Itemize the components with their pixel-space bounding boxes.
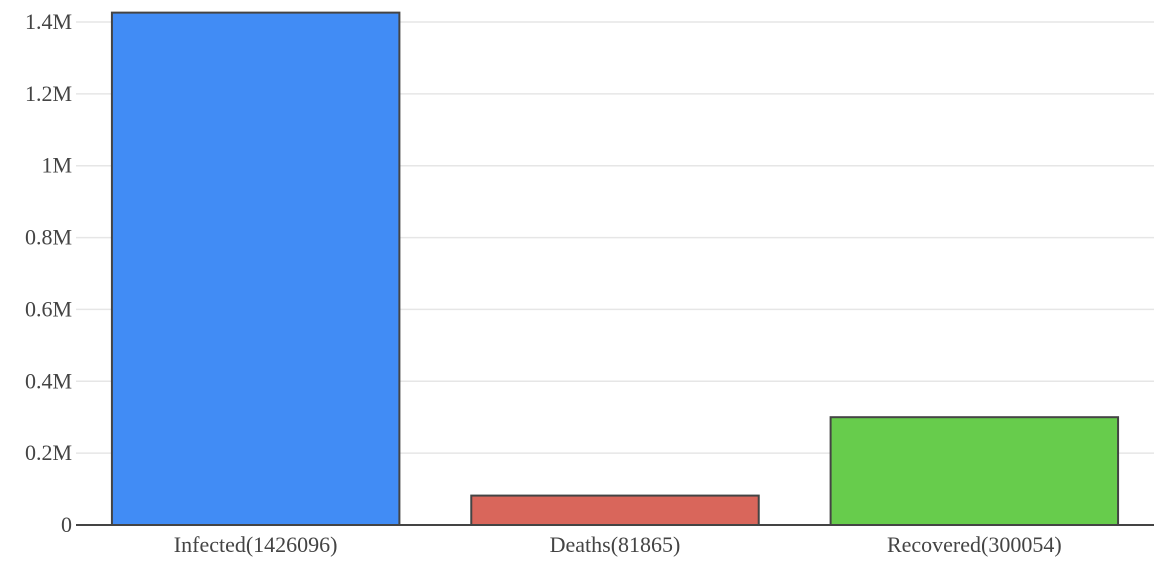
bar: [470, 494, 760, 526]
y-tick-label: 1.4M: [25, 9, 72, 34]
y-tick-label: 0.8M: [25, 225, 72, 250]
bars: [110, 11, 1120, 526]
y-tick-labels: 0 0.2M 0.4M 0.6M 0.8M 1M 1.2M 1.4M: [25, 9, 72, 537]
x-category-label: Recovered(300054): [887, 532, 1062, 557]
y-tick-label: 0.4M: [25, 368, 72, 393]
bar: [110, 11, 401, 526]
x-category-label: Infected(1426096): [174, 532, 338, 557]
y-tick-label: 1M: [41, 153, 72, 178]
y-tick-label: 0.2M: [25, 440, 72, 465]
bar: [829, 416, 1120, 526]
y-tick-label: 0.6M: [25, 296, 72, 321]
y-tick-label: 0: [61, 512, 72, 537]
x-category-labels: Infected(1426096) Deaths(81865) Recovered(…: [174, 532, 1062, 557]
y-tick-label: 1.2M: [25, 81, 72, 106]
x-category-label: Deaths(81865): [550, 532, 681, 557]
